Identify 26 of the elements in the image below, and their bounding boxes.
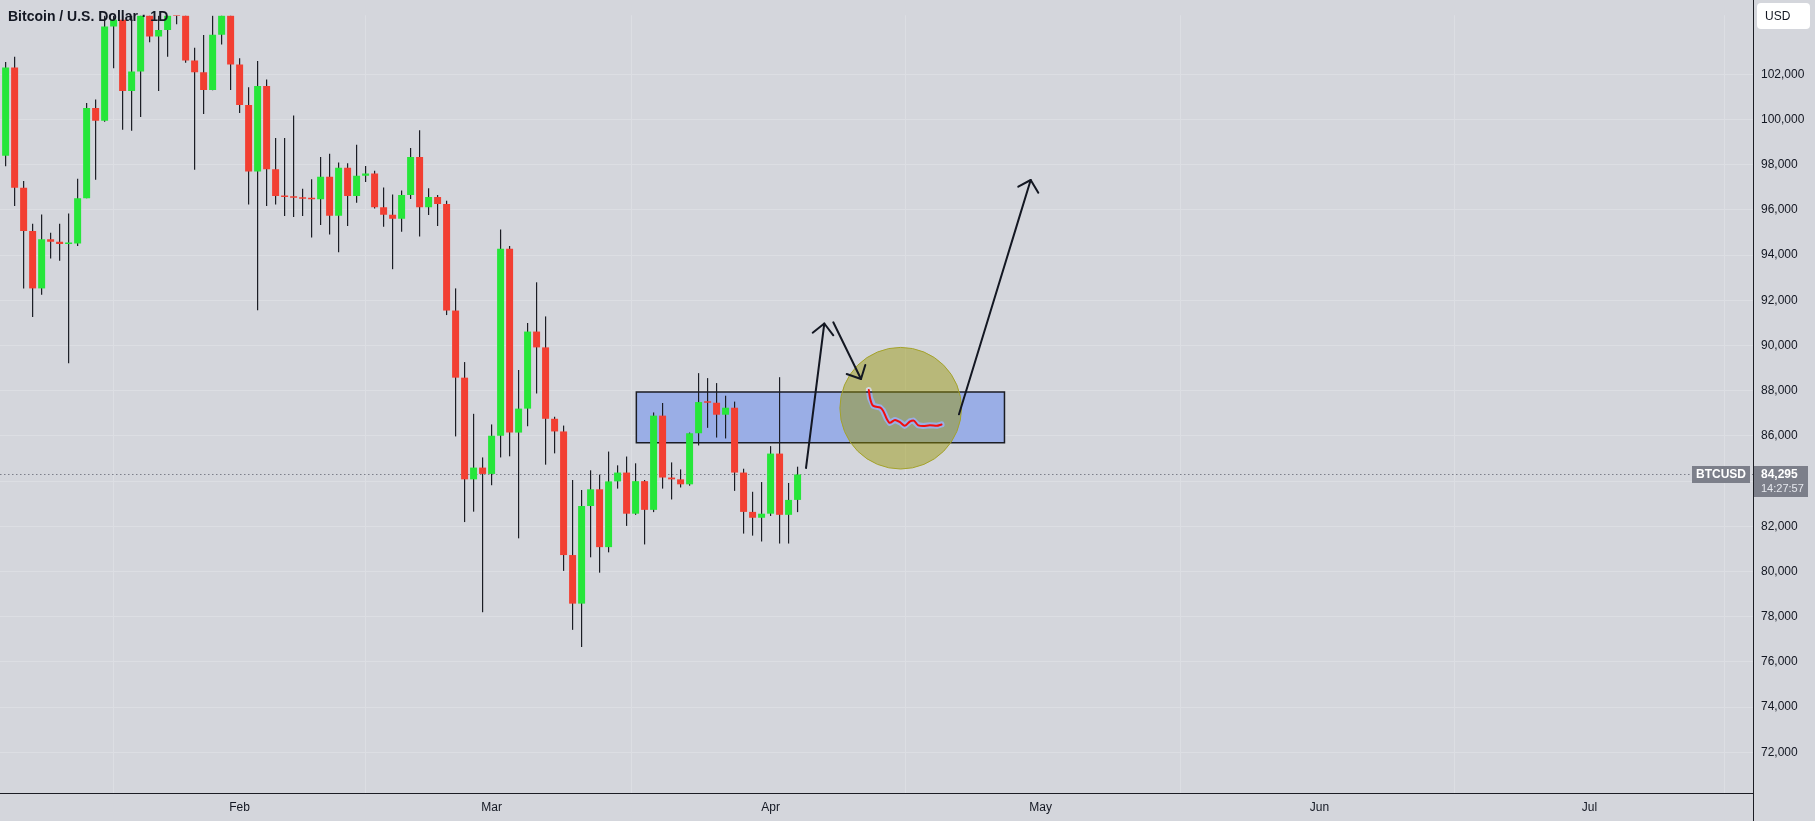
x-tick-label: Apr xyxy=(761,799,780,814)
y-tick-label: 76,000 xyxy=(1761,654,1799,669)
y-tick-label: 78,000 xyxy=(1761,609,1799,624)
y-tick-label: 72,000 xyxy=(1761,744,1799,759)
y-tick-label: 94,000 xyxy=(1761,247,1799,262)
text: 14:27:57 xyxy=(1761,482,1804,495)
y-tick-label: 92,000 xyxy=(1761,292,1799,307)
y-tick-label: 100,000 xyxy=(1761,111,1805,126)
x-tick-label: Feb xyxy=(229,799,251,814)
x-tick-label: Jul xyxy=(1581,799,1598,814)
y-tick-label: 96,000 xyxy=(1761,202,1799,217)
y-tick-label: 102,000 xyxy=(1761,66,1805,81)
chart-title: Bitcoin / U.S. Dollar · 1D xyxy=(8,7,169,25)
ref-line-label: BTCUSD xyxy=(1696,467,1747,482)
y-tick-label: 86,000 xyxy=(1761,428,1799,443)
x-tick-label: Jun xyxy=(1309,799,1330,814)
text: 84,295 xyxy=(1761,467,1799,482)
y-tick-label: 88,000 xyxy=(1761,383,1799,398)
y-tick-label: 82,000 xyxy=(1761,518,1799,533)
y-axis-title: USD xyxy=(1765,8,1791,23)
x-tick-label: May xyxy=(1029,799,1052,814)
y-tick-label: 80,000 xyxy=(1761,563,1799,578)
y-tick-label: 98,000 xyxy=(1761,157,1799,172)
y-tick-label: 90,000 xyxy=(1761,337,1799,352)
y-tick-label: 74,000 xyxy=(1761,699,1799,714)
x-tick-label: Mar xyxy=(481,799,502,814)
